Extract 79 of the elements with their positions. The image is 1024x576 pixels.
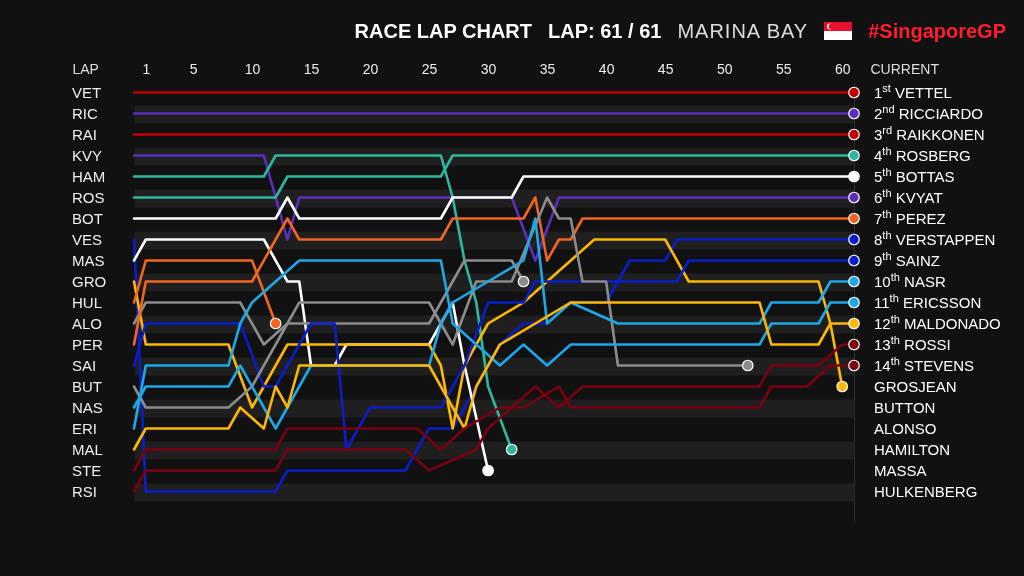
y2-tick-label: HAMILTON — [874, 440, 951, 458]
x-tick-label: 35 — [539, 60, 556, 77]
point — [848, 359, 860, 372]
x-tick-label: 1 — [142, 60, 151, 77]
y2-tick-label: 7$^{th}$ PEREZ — [874, 207, 946, 227]
x-tick-label: 40 — [598, 60, 615, 77]
point — [741, 359, 754, 372]
y2-tick-label: 14$^{th}$ STEVENS — [874, 354, 975, 374]
text: #SingaporeGP — [868, 19, 1006, 43]
point — [848, 86, 860, 99]
text: LAP: 61 / 61 — [548, 19, 662, 43]
text: SAI — [72, 356, 97, 374]
point — [848, 191, 860, 204]
point — [848, 296, 860, 309]
point — [848, 107, 860, 120]
text: MAL — [72, 440, 103, 458]
x-tick-label: 20 — [362, 60, 379, 77]
y2-tick-label: MASSA — [874, 461, 927, 479]
series-label: GRO — [72, 272, 107, 290]
y2-tick-label: 3$^{rd}$ RAIKKONEN — [874, 123, 985, 143]
point — [848, 275, 860, 288]
y2-tick-label: HULKENBERG — [874, 482, 978, 500]
x-axis-title: LAP — [72, 60, 99, 77]
point — [848, 317, 860, 330]
y2-tick-label: 6$^{th}$ KVYAT — [874, 186, 943, 206]
text: KVY — [72, 146, 103, 164]
point — [836, 380, 849, 393]
text: STE — [72, 461, 102, 479]
y2-tick-label: 8$^{th}$ VERSTAPPEN — [874, 228, 996, 248]
text: ERI — [72, 419, 98, 437]
y2-tick-label: GROSJEAN — [874, 377, 957, 395]
point — [517, 275, 530, 288]
point — [482, 464, 494, 477]
x-tick-label: 15 — [303, 60, 320, 77]
text: MARINA BAY — [677, 19, 809, 43]
text: NAS — [72, 398, 103, 416]
y2-tick-label: 2$^{nd}$ RICCIARDO — [874, 102, 983, 122]
series-label: MAS — [72, 251, 105, 269]
point — [848, 170, 860, 183]
y2-tick-label: 1$^{st}$ VETTEL — [874, 81, 952, 101]
text: VET — [72, 83, 102, 101]
x-tick-label: 10 — [244, 60, 261, 77]
x-tick-label: 45 — [657, 60, 674, 77]
series-label: HAM — [72, 167, 106, 185]
text: BOT — [72, 209, 103, 227]
point — [848, 212, 860, 225]
point — [269, 317, 282, 330]
x-tick-label: 25 — [421, 60, 438, 77]
y2-tick-label: 12$^{th}$ MALDONADO — [874, 312, 1001, 332]
text: RAI — [72, 125, 98, 143]
y2-tick-label: 4$^{th}$ ROSBERG — [874, 144, 971, 164]
y2-tick-label: BUTTON — [874, 398, 936, 416]
chart-title: RACE LAP CHART — [354, 19, 533, 43]
text: RSI — [72, 482, 98, 500]
x-tick-label: 60 — [834, 60, 851, 77]
text: VES — [72, 230, 103, 248]
point — [505, 443, 518, 456]
point — [848, 128, 860, 141]
x-tick-label: 30 — [480, 60, 497, 77]
y2-tick-label: 9$^{th}$ SAINZ — [874, 249, 940, 269]
x-tick-label: 5 — [189, 60, 198, 77]
y2-tick-label: 11$^{th}$ ERICSSON — [874, 291, 982, 311]
point — [848, 233, 860, 246]
point — [848, 254, 860, 267]
text: PER — [72, 335, 104, 353]
x-tick-label: 55 — [775, 60, 792, 77]
y2-tick-label: ALONSO — [874, 419, 937, 437]
text: HUL — [72, 293, 103, 311]
point — [848, 149, 860, 162]
text: BUT — [72, 377, 102, 395]
y2-axis-title: CURRENT — [870, 60, 940, 77]
text: RIC — [72, 104, 98, 122]
series-label: ROS — [72, 188, 105, 206]
y2-tick-label: 5$^{th}$ BOTTAS — [874, 165, 955, 185]
point — [848, 338, 860, 351]
y2-tick-label: 13$^{th}$ ROSSI — [874, 333, 951, 353]
x-tick-label: 50 — [716, 60, 733, 77]
y2-tick-label: 10$^{th}$ NASR — [874, 270, 946, 290]
text: ALO — [72, 314, 103, 332]
